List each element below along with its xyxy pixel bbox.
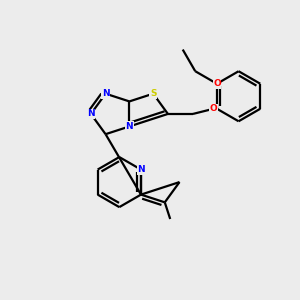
Text: O: O (213, 79, 221, 88)
Text: S: S (150, 89, 156, 98)
Text: O: O (210, 104, 218, 113)
Text: N: N (102, 89, 110, 98)
Text: N: N (137, 165, 145, 174)
Text: N: N (87, 110, 95, 118)
Text: N: N (126, 122, 133, 131)
